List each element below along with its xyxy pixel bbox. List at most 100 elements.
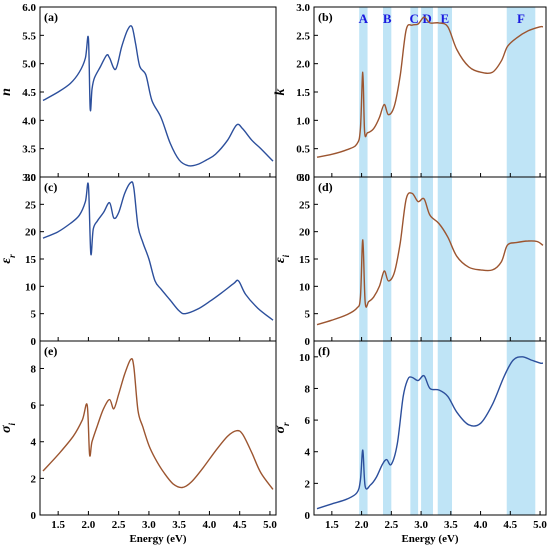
y-axis-label: n [0, 88, 14, 96]
x-tick-label: 3.0 [414, 519, 428, 531]
x-tick-label: 3.0 [142, 519, 156, 531]
band-3 [421, 177, 433, 341]
band-0 [359, 341, 368, 515]
band-label-A: A [359, 11, 369, 26]
y-tick-label: 3.0 [296, 2, 310, 14]
panel-label: (d) [318, 180, 333, 194]
x-tick-label: 2.5 [384, 519, 398, 531]
panel-e: 1.5 2.0 2.5 3.0 3.5 4.0 4.5 5.0 0 2 4 6 8 (e) σi Energy… [0, 340, 277, 545]
y-tick-label: 1.0 [296, 115, 310, 127]
y-tick-label: 8 [31, 363, 37, 375]
y-tick-label: 0 [31, 336, 37, 348]
y-tick-label: 4.5 [22, 87, 36, 99]
band-2 [410, 341, 419, 515]
band-1 [383, 7, 392, 177]
panel-label: (b) [318, 10, 333, 24]
x-tick-label: 2.0 [355, 519, 369, 531]
series-line [316, 192, 544, 326]
band-5 [506, 341, 536, 515]
y-axis-label: εi [273, 254, 291, 263]
x-axis-label: Energy (eV) [401, 533, 458, 545]
y-tick-label: 0 [305, 510, 311, 522]
band-3 [421, 341, 433, 515]
y-tick-label: 10 [299, 281, 311, 293]
x-tick-label: 3.5 [172, 519, 186, 531]
y-tick-label: 0.5 [296, 144, 310, 156]
x-tick-label: 4.0 [203, 519, 217, 531]
plot-frame [313, 340, 547, 516]
y-tick-label: 5 [305, 309, 311, 321]
x-tick-label: 1.5 [51, 519, 65, 531]
band-2 [410, 7, 419, 177]
band-label-E: E [441, 11, 450, 26]
y-tick-label: 6 [31, 400, 37, 412]
y-tick-label: 8 [305, 383, 311, 395]
x-tick-label: 5.0 [533, 519, 547, 531]
series-line [316, 16, 544, 158]
band-label-C: C [410, 11, 419, 26]
series-line [42, 25, 274, 167]
y-tick-label: 15 [299, 254, 311, 266]
band-1 [383, 341, 392, 515]
band-4 [437, 341, 453, 515]
band-5 [506, 177, 536, 341]
y-tick-label: 4 [31, 437, 37, 449]
y-tick-label: 20 [299, 227, 311, 239]
band-label-B: B [383, 11, 392, 26]
panel-label: (c) [44, 180, 57, 194]
y-tick-label: 1.5 [296, 87, 310, 99]
panel-d: 0 5 10 15 20 25 30 (d) εi [273, 172, 547, 348]
y-tick-label: 6.0 [22, 2, 36, 14]
x-tick-label: 4.5 [503, 519, 517, 531]
series-line [42, 181, 274, 321]
band-4 [437, 177, 453, 341]
x-tick-label: 4.5 [233, 519, 247, 531]
x-tick-label: 2.5 [112, 519, 126, 531]
y-tick-label: 30 [299, 172, 311, 184]
series-line [42, 358, 274, 490]
y-tick-label: 10 [25, 281, 37, 293]
panel-label: (f) [318, 344, 330, 358]
y-axis-label: k [273, 89, 288, 96]
y-tick-label: 2 [305, 478, 311, 490]
panel-f: 1.5 2.0 2.5 3.0 3.5 4.0 4.5 5.0 0 2 4 6 8 10 (f) σr Ener… [273, 340, 547, 545]
x-tick-label: 4.0 [474, 519, 488, 531]
y-tick-label: 25 [299, 199, 311, 211]
y-tick-label: 4.0 [22, 115, 36, 127]
y-tick-label: 20 [25, 227, 37, 239]
panel-label: (a) [44, 10, 58, 24]
y-axis-label: σr [273, 422, 291, 434]
plot-frame [39, 340, 277, 516]
band-5 [506, 7, 536, 177]
panel-b: A B C D E F 0.0 0.5 1.0 1.5 2.0 2.5 3.0 (b) k [273, 2, 547, 184]
y-tick-label: 25 [25, 199, 37, 211]
y-tick-label: 15 [25, 254, 37, 266]
x-axis-label: Energy (eV) [129, 533, 186, 545]
y-tick-label: 30 [25, 172, 37, 184]
panel-c: 0 5 10 15 20 25 30 (c) εr [0, 172, 277, 348]
x-tick-label: 3.5 [444, 519, 458, 531]
x-tick-label: 5.0 [263, 519, 277, 531]
band-label-F: F [517, 11, 525, 26]
y-tick-label: 0.0 [296, 172, 310, 184]
plot-frame [39, 6, 277, 178]
y-tick-label: 2.5 [296, 30, 310, 42]
band-label-D: D [422, 11, 431, 26]
x-tick-label: 2.0 [82, 519, 96, 531]
plot-frame [39, 176, 277, 342]
y-axis-label: σi [0, 422, 17, 433]
panel-label: (e) [44, 344, 57, 358]
y-tick-label: 2.0 [296, 59, 310, 71]
y-tick-label: 10 [299, 352, 311, 364]
y-tick-label: 2 [31, 473, 37, 485]
y-tick-label: 5.0 [22, 59, 36, 71]
band-1 [383, 177, 392, 341]
x-tick-label: 1.5 [325, 519, 339, 531]
series-line [316, 356, 544, 510]
band-4 [437, 7, 453, 177]
y-tick-label: 6 [305, 415, 311, 427]
y-tick-label: 0 [305, 336, 311, 348]
y-tick-label: 0 [31, 510, 37, 522]
band-3 [421, 7, 433, 177]
